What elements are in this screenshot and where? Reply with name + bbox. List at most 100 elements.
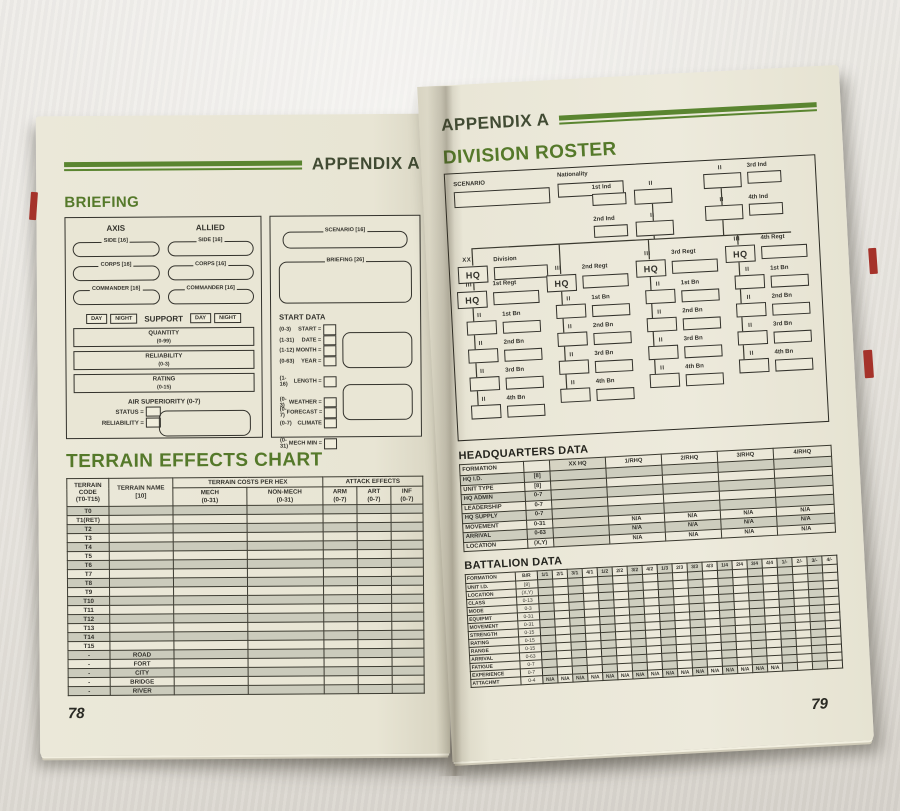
terrain-name-cell [109, 533, 174, 543]
regiment-hq-box: HQ [635, 259, 667, 278]
terrain-code-cell: T12 [67, 614, 110, 624]
night-box-axis: NIGHT [110, 313, 138, 324]
field-label: START = [298, 326, 322, 333]
art-effect-cell [358, 675, 393, 685]
support-box: RELIABILITY (0-3) [73, 349, 255, 371]
side-input-field: COMMANDER [16] [167, 285, 255, 305]
support-boxes: QUANTITY (0-99) RELIABILITY (0-3) RATING (0-1… [73, 326, 255, 394]
terrain-name-cell: FORT [110, 659, 175, 669]
side-input-field: COMMANDER [16] [72, 286, 160, 306]
terrain-code-cell: T15 [67, 641, 110, 651]
division-roster-chart: SCENARIO Nationality XX HQ Division 1st Ind II… [443, 154, 830, 442]
headquarters-data-table: FORMATION XX HQ 1/RHQ 2/RHQ 3/RHQ 4/RHQ HQ I.D… [458, 444, 837, 553]
independent-unit-symbol: II [719, 197, 725, 204]
battalion-value-cell: N/A [662, 668, 678, 678]
art-effect-cell [357, 558, 392, 568]
attack-effects-header: ATTACK EFFECTS [322, 476, 423, 488]
axis-allied-columns: AXIS SIDE [16] CORPS [16] COMMANDER [16] ALL… [72, 223, 255, 306]
regiment-name-box [493, 289, 540, 306]
battalion-symbol: II [657, 309, 662, 316]
inf-effect-cell [391, 585, 424, 595]
terrain-name-cell: BRIDGE [110, 677, 175, 687]
field-label: LENGTH = [293, 378, 322, 385]
briefing-sides-panel: AXIS SIDE [16] CORPS [16] COMMANDER [16] ALL… [64, 215, 263, 440]
art-effect-cell [357, 603, 392, 613]
independent-unit-name-box [593, 224, 629, 238]
inf-effect-cell [391, 540, 424, 550]
support-box-range: (0-3) [158, 361, 170, 368]
briefing-title: BRIEFING [64, 193, 140, 212]
art-effect-cell [357, 540, 392, 550]
terrain-name-cell: ROAD [109, 650, 175, 660]
battalion-unit-label: 4th Bn [595, 378, 615, 386]
battalion-value-cell: N/A [767, 663, 783, 672]
inf-effect-cell [391, 639, 424, 649]
regiment-label: 4th Regt [760, 233, 785, 242]
terrain-code-cell: - [68, 659, 111, 669]
red-cover-edge-right-bottom [863, 349, 874, 379]
terrain-code-cell: T4 [67, 542, 110, 552]
battalion-name-box [770, 273, 810, 288]
start-data-row: (1-12) MONTH = [279, 345, 337, 356]
battalion-name-box [504, 347, 543, 362]
scenario-panel: SCENARIO [16] BRIEFING [26] START DATA (… [269, 214, 422, 450]
inf-effect-cell [391, 594, 424, 604]
regiment-hq-box: HQ [456, 290, 488, 310]
scenario-field: SCENARIO [16] [282, 227, 408, 249]
start-data-row: (0-63) YEAR = [279, 355, 337, 367]
value-box [323, 438, 338, 449]
appendix-heading-right: APPENDIX A [440, 110, 550, 135]
art-effect-cell [357, 612, 392, 622]
art-effect-cell [357, 585, 392, 595]
field-label: MECH MIN = [288, 440, 323, 447]
field-legend: SIDE [16] [101, 238, 130, 245]
arm-effect-cell [323, 585, 358, 596]
right-page-header: APPENDIX A [441, 96, 818, 136]
battalion-symbol: II [746, 294, 752, 302]
terrain-code-cell: T7 [67, 569, 110, 579]
battalion-unit-label: 3rd Bn [772, 320, 793, 328]
battalion-value-cell: N/A [647, 669, 663, 679]
art-effect-cell [357, 567, 392, 577]
inf-effect-cell [391, 513, 424, 523]
start-data-row: (0-31) MECH MIN = [279, 437, 338, 450]
terrain-name-cell [109, 569, 174, 579]
battalion-unit-label: 1st Bn [502, 310, 521, 318]
left-page-header: APPENDIX A [64, 154, 420, 176]
terrain-code-cell: - [68, 668, 111, 678]
value-box [323, 396, 337, 408]
range-label: (0-31) [279, 437, 289, 450]
battalion-data-table: FORMATION B/R 1/1 2/1 3/1 4/1 1/2 2/2 3/2 4/2 1/3 2… [464, 554, 844, 688]
battalion-unit-label: 4th Bn [774, 348, 794, 356]
arm-effect-cell [324, 666, 359, 677]
value-box [324, 407, 338, 418]
start-data-row: (1-31) DATE = [279, 334, 337, 346]
art-effect-cell [357, 630, 392, 640]
battalion-row-label: ATTACHMT [470, 676, 522, 688]
battalion-symbol: II [478, 340, 484, 348]
battalion-symbol: II [477, 312, 482, 320]
battalion-unit-box [557, 331, 588, 347]
side-column-header: ALLIED [195, 223, 225, 233]
start-data-row: (0-3) WEATHER = [280, 396, 337, 408]
nonmech-header: NON-MECH (0-31) [246, 487, 323, 506]
side-column-header: AXIS [106, 223, 126, 233]
terrain-code-cell: T3 [67, 533, 110, 543]
independent-unit-box [703, 172, 742, 190]
terrain-row: - RIVER [68, 684, 425, 696]
battalion-name-box [684, 344, 723, 359]
battalion-unit-box [470, 404, 502, 420]
mech-header: MECH (0-31) [172, 487, 247, 507]
terrain-effects-table: TERRAIN CODE (T0-T15) TERRAIN NAME [10] TE… [66, 475, 425, 697]
briefing-side-column: AXIS SIDE [16] CORPS [16] COMMANDER [16] [72, 223, 160, 306]
support-label: SUPPORT [144, 313, 184, 324]
page-number-79: 79 [810, 695, 829, 714]
field-label: CLIMATE [297, 420, 322, 427]
inf-effect-cell [392, 684, 425, 694]
start-data-row: (0-7) CLIMATE [280, 417, 337, 429]
range-label: (0-3) [279, 326, 292, 333]
battalion-unit-label: 3rd Bn [683, 335, 703, 343]
terrain-code-cell: T5 [67, 551, 110, 561]
weather-group-field [342, 383, 413, 421]
battalion-unit-label: 3rd Bn [594, 350, 614, 358]
